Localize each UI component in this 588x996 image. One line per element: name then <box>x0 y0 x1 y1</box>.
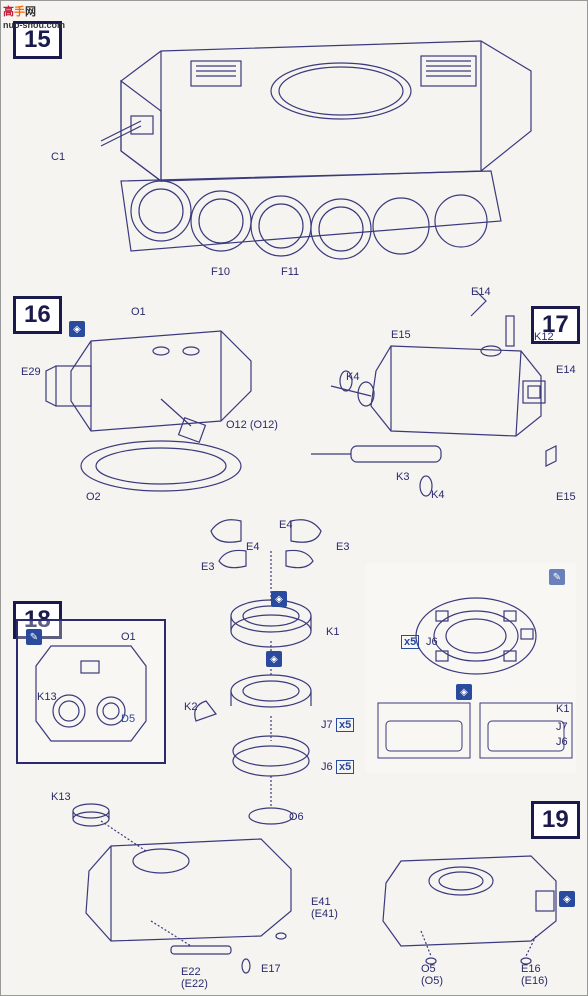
cupola-side-views <box>376 701 576 771</box>
part-k2: K2 <box>184 701 197 713</box>
part-o5: O5 (O5) <box>421 963 443 987</box>
part-e14b: E14 <box>556 364 576 376</box>
part-j7: J7 <box>321 719 333 731</box>
x5-j6: x5 <box>336 761 354 773</box>
part-j6c: J6 <box>426 636 438 648</box>
part-c1: C1 <box>51 151 65 163</box>
part-j6b: J6 <box>556 736 568 748</box>
turret-bottom-diagram <box>31 791 341 986</box>
part-e15: E15 <box>391 329 411 341</box>
part-k1b: K1 <box>556 703 569 715</box>
part-e14: E14 <box>471 286 491 298</box>
part-k13b: K13 <box>51 791 71 803</box>
part-e17: E17 <box>261 963 281 975</box>
part-j6: J6 <box>321 761 333 773</box>
part-k3: K3 <box>396 471 409 483</box>
part-e3b: E3 <box>201 561 214 573</box>
x5-j7: x5 <box>336 719 354 731</box>
part-e4b: E4 <box>246 541 259 553</box>
glue-icon-4: ◈ <box>456 684 472 700</box>
part-e41: E41 (E41) <box>311 896 338 920</box>
part-k1: K1 <box>326 626 339 638</box>
part-e29: E29 <box>21 366 41 378</box>
watermark-char2: 手 <box>14 6 25 18</box>
part-k4: K4 <box>346 371 359 383</box>
glue-icon-5: ◈ <box>559 891 575 907</box>
watermark-char3: 网 <box>25 6 36 18</box>
part-e3: E3 <box>336 541 349 553</box>
part-o12: O12 (O12) <box>226 419 278 431</box>
x5-j6c: x5 <box>401 636 419 648</box>
part-f10: F10 <box>211 266 230 278</box>
part-f11: F11 <box>281 266 299 278</box>
part-e22: E22 (E22) <box>181 966 208 990</box>
part-d5: D5 <box>121 713 135 725</box>
part-e4: E4 <box>279 519 292 531</box>
turret-step19 <box>371 831 581 981</box>
part-k12: K12 <box>534 331 554 343</box>
watermark-char1: 高 <box>3 6 14 18</box>
part-j7b: J7 <box>556 721 568 733</box>
turret-right-diagram <box>291 286 581 511</box>
glue-icon-2: ◈ <box>271 591 287 607</box>
watermark: 高手网 nuo-shou.com <box>3 3 65 31</box>
part-k13: K13 <box>37 691 57 703</box>
glue-icon-3: ◈ <box>266 651 282 667</box>
part-k4b: K4 <box>431 489 444 501</box>
tank-hull-diagram <box>61 21 571 271</box>
part-o2: O2 <box>86 491 101 503</box>
part-o1: O1 <box>131 306 146 318</box>
part-e15b: E15 <box>556 491 576 503</box>
watermark-url: nuo-shou.com <box>3 20 65 30</box>
paint-icon: ✎ <box>26 629 42 645</box>
part-e16: E16 (E16) <box>521 963 548 987</box>
glue-icon: ◈ <box>69 321 85 337</box>
part-o1b: O1 <box>121 631 136 643</box>
